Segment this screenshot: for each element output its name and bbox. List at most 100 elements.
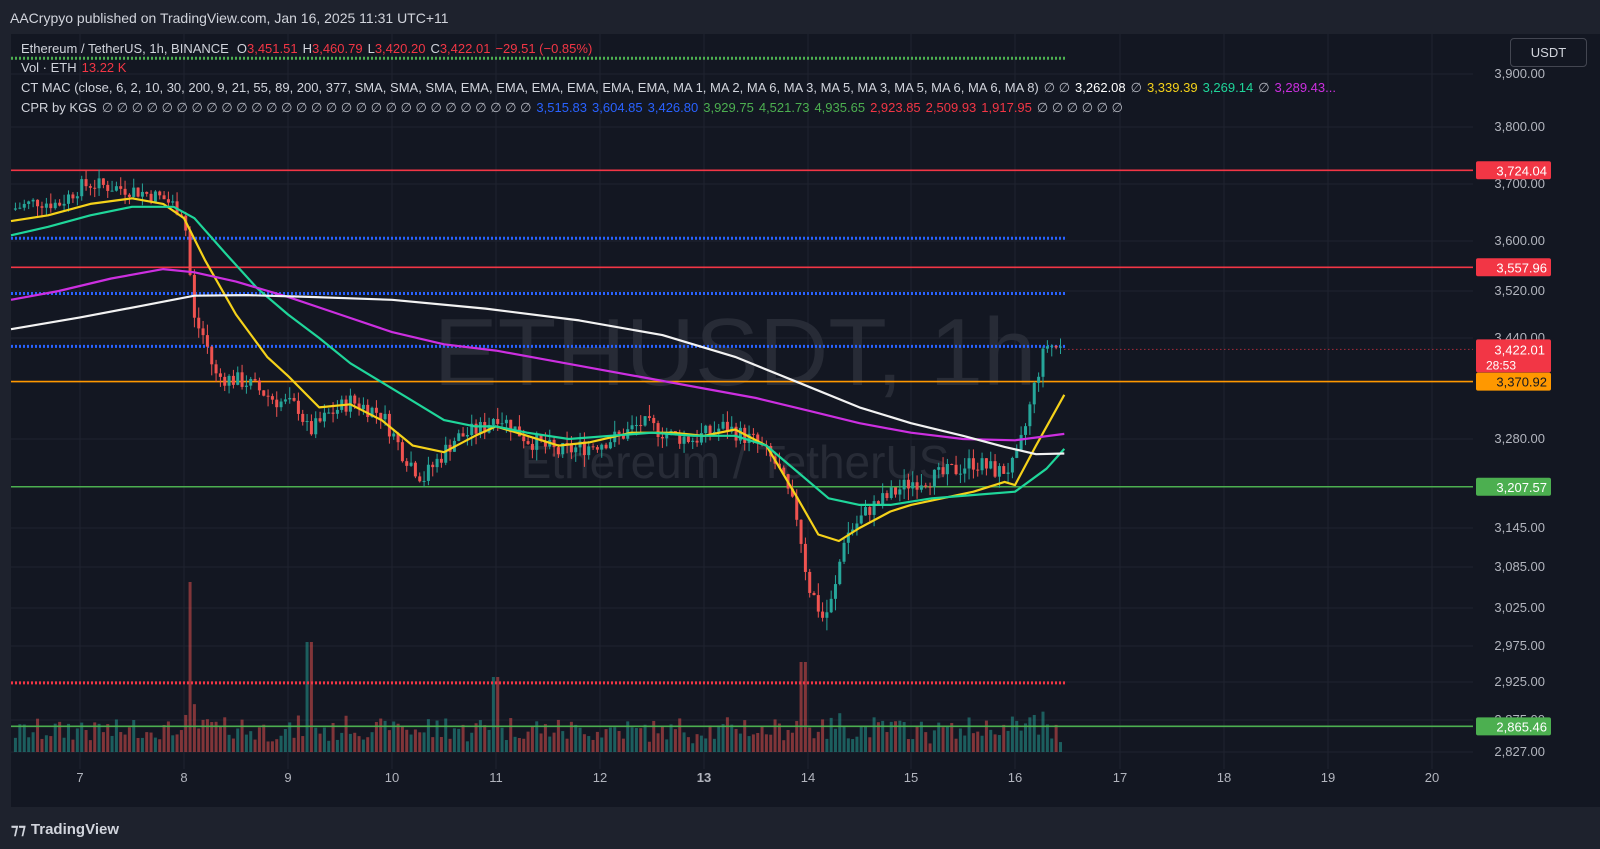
price-tick-label: 2,925.00	[1494, 674, 1545, 689]
volume-bar	[846, 738, 850, 752]
candle-body	[166, 199, 170, 203]
publisher-bar: AACrypyo published on TradingView.com, J…	[0, 0, 1600, 34]
legend-open: 3,451.51	[246, 41, 298, 56]
volume-bar	[548, 736, 552, 752]
candle-body	[201, 328, 205, 336]
candle-body	[305, 421, 309, 423]
volume-bar	[984, 720, 988, 752]
volume-bar	[344, 715, 348, 752]
candle-body	[240, 372, 244, 387]
volume-bar	[309, 642, 313, 752]
ct-mac-na: ∅ ∅	[1043, 80, 1071, 95]
last-price-label: 3,422.01	[1494, 342, 1545, 357]
volume-bar	[760, 725, 764, 752]
legend-cpr[interactable]: CPR by KGS ∅ ∅ ∅ ∅ ∅ ∅ ∅ ∅ ∅ ∅ ∅ ∅ ∅ ∅ ∅ …	[21, 100, 1128, 116]
volume-bar	[149, 732, 153, 752]
volume-bar	[915, 726, 919, 752]
candle-body	[1028, 404, 1032, 427]
volume-bar	[444, 718, 448, 752]
candle-body	[695, 440, 699, 443]
candle-body	[500, 423, 504, 425]
ct-mac-label[interactable]: CT MAC (close, 6, 2, 10, 30, 200, 9, 21,…	[21, 80, 1039, 95]
candle-body	[327, 412, 331, 414]
volume-bar	[821, 719, 825, 752]
volume-bar	[13, 737, 17, 752]
price-tick-label: 3,800.00	[1494, 119, 1545, 134]
candle-body	[75, 196, 79, 199]
volume-bar	[734, 728, 738, 752]
legend-main[interactable]: Ethereum / TetherUS, 1h, BINANCE O3,451.5…	[21, 41, 597, 56]
volume-bar	[88, 740, 92, 752]
volume-bar	[136, 737, 140, 752]
volume-bar	[422, 732, 426, 752]
volume-bar	[600, 737, 604, 752]
volume-bar	[1032, 714, 1036, 752]
volume-bar	[595, 731, 599, 752]
candle-body	[40, 206, 44, 208]
candle-body	[461, 433, 465, 437]
horizontal-levels	[11, 56, 1473, 728]
volume-bar	[396, 723, 400, 752]
volume-bar	[218, 726, 222, 752]
candle-body	[587, 446, 591, 456]
candle-body	[721, 421, 725, 429]
candle-body	[249, 378, 253, 386]
volume-bar	[158, 739, 162, 752]
volume-bar	[950, 722, 954, 752]
candle-body	[924, 485, 928, 487]
candle-body	[756, 434, 760, 443]
candle-body	[413, 462, 417, 477]
volume-bar	[941, 727, 945, 752]
candle-body	[833, 584, 837, 599]
volume-bar	[478, 720, 482, 752]
volume-bar	[621, 738, 625, 752]
legend-high: 3,460.79	[311, 41, 363, 56]
candle-body	[530, 443, 534, 450]
candle-body	[825, 612, 829, 618]
candle-body	[231, 375, 235, 385]
volume-bar	[630, 727, 634, 752]
volume-bar	[509, 718, 513, 752]
candle-body	[62, 203, 66, 206]
candle-body	[989, 461, 993, 469]
volume-bar	[179, 730, 183, 752]
legend-close-label: C	[430, 41, 440, 56]
candle-body	[630, 425, 634, 430]
candle-body	[543, 441, 547, 447]
legend-ct-mac[interactable]: CT MAC (close, 6, 2, 10, 30, 200, 9, 21,…	[21, 80, 1341, 96]
candle-body	[816, 595, 820, 612]
candle-body	[967, 458, 971, 469]
candle-body	[361, 404, 365, 410]
cpr-label[interactable]: CPR by KGS	[21, 100, 97, 115]
volume-bar	[712, 738, 716, 752]
candle-body	[751, 433, 755, 435]
volume-label[interactable]: Vol · ETH	[21, 60, 77, 75]
candle-body	[422, 480, 426, 482]
candle-body	[88, 186, 92, 188]
candle-body	[812, 592, 816, 596]
cpr-value-4: 3,929.75	[703, 100, 754, 115]
volume-bar	[106, 724, 110, 752]
candle-body	[270, 396, 274, 400]
candle-body	[889, 487, 893, 498]
tradingview-logo[interactable]: ⁊⁊ TradingView	[11, 820, 119, 838]
candle-body	[283, 399, 287, 402]
ct-mac-value-4: 3,289.43...	[1274, 80, 1336, 95]
legend-symbol[interactable]: Ethereum / TetherUS, 1h, BINANCE	[21, 41, 229, 56]
candle-body	[353, 395, 357, 404]
candle-body	[574, 447, 578, 453]
time-axis[interactable]	[11, 769, 1473, 807]
candle-body	[136, 187, 140, 197]
candle-body	[223, 376, 227, 386]
currency-button[interactable]: USDT	[1510, 38, 1587, 67]
volume-bar	[227, 734, 231, 752]
legend-volume[interactable]: Vol · ETH 13.22 K	[21, 60, 131, 75]
moving-average-line	[10, 268, 1065, 442]
volume-bar	[22, 724, 26, 752]
volume-bar	[244, 734, 248, 752]
candle-body	[842, 542, 846, 562]
candle-body	[717, 428, 721, 432]
volume-bar	[405, 729, 409, 752]
candle-body	[266, 395, 270, 397]
